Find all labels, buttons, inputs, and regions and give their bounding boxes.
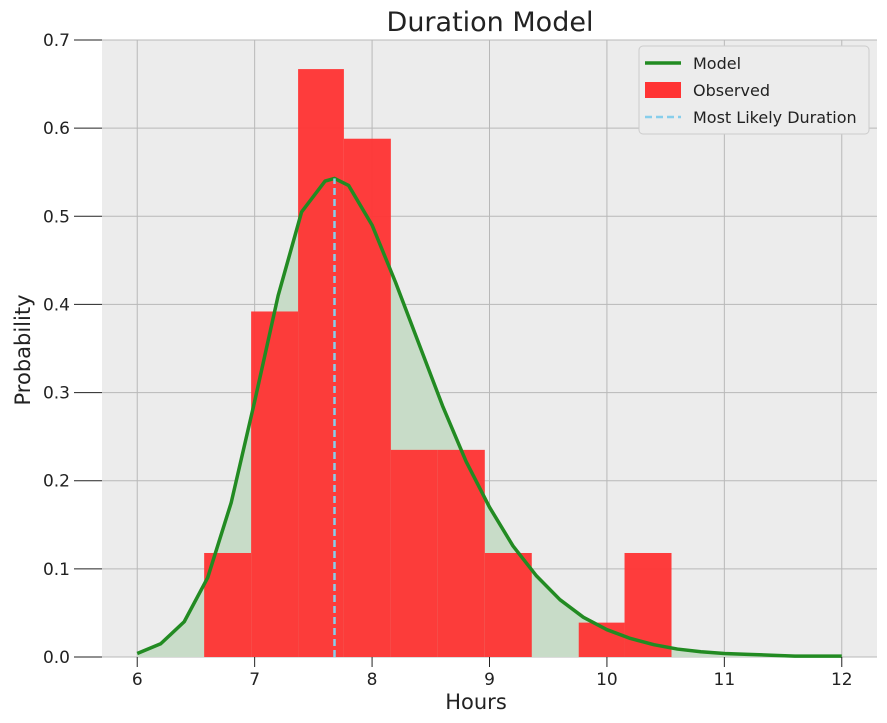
x-tick-label: 8 xyxy=(367,670,378,690)
y-axis-title: Probability xyxy=(11,294,35,405)
legend: Model Observed Most Likely Duration xyxy=(638,45,870,135)
histogram-bar xyxy=(251,311,299,657)
x-axis-title: Hours xyxy=(445,690,507,714)
histogram-bar xyxy=(484,552,532,657)
y-tick-label: 0.1 xyxy=(43,560,70,580)
histogram-bar xyxy=(204,552,252,657)
histogram-bar xyxy=(343,138,391,658)
chart-title: Duration Model xyxy=(387,7,594,38)
x-tick-label: 7 xyxy=(249,670,260,690)
x-tick-label: 6 xyxy=(132,670,143,690)
y-tick-label: 0.7 xyxy=(43,31,70,51)
legend-label: Observed xyxy=(693,81,770,100)
y-tick-label: 0.4 xyxy=(43,295,70,315)
histogram-bar xyxy=(390,449,438,657)
axes: 6 7 8 9 10 11 12 0.0 0.1 0.2 0.3 0.4 0.5 0.6 0.7 xyxy=(43,31,853,690)
x-tick-label: 9 xyxy=(484,670,495,690)
legend-box xyxy=(638,45,870,135)
model-line xyxy=(136,176,842,658)
histogram-bar xyxy=(298,69,344,657)
legend-label: Model xyxy=(693,54,741,73)
x-tick-label: 11 xyxy=(714,670,736,690)
histogram-bars xyxy=(204,69,672,658)
model-line-layer xyxy=(136,176,842,658)
x-tick-label: 12 xyxy=(831,670,853,690)
legend-swatch-observed xyxy=(645,82,681,98)
y-tick-label: 0.3 xyxy=(43,384,70,404)
y-tick-label: 0.5 xyxy=(43,207,70,227)
y-tick-label: 0.0 xyxy=(43,648,70,668)
legend-label: Most Likely Duration xyxy=(693,108,857,127)
y-tick-label: 0.2 xyxy=(43,472,70,492)
y-tick-label: 0.6 xyxy=(43,119,70,139)
x-tick-label: 10 xyxy=(596,670,618,690)
